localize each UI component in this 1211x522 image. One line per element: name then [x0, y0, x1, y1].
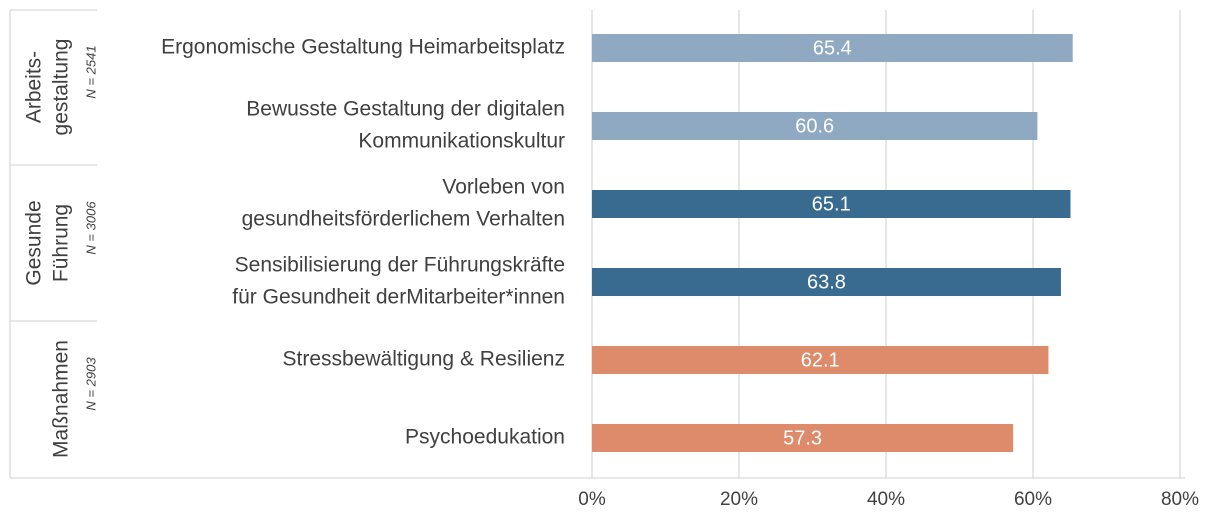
group-label: Gesunde — [23, 200, 46, 285]
x-tick-label: 20% — [720, 489, 758, 510]
x-tick-label: 60% — [1014, 489, 1052, 510]
group-label: Arbeits- — [23, 51, 46, 123]
bar — [592, 424, 1014, 452]
group-n: N = 2903 — [83, 357, 98, 411]
value-label: 60.6 — [795, 115, 834, 137]
category-label: Stressbewältigung & Resilienz — [283, 348, 565, 371]
bar — [592, 190, 1071, 218]
value-label: 65.1 — [812, 193, 851, 215]
category-label: Bewusste Gestaltung der digitalen — [246, 98, 565, 121]
bar — [592, 34, 1073, 62]
category-label: Ergonomische Gestaltung Heimarbeitsplatz — [161, 36, 565, 59]
group-n: N = 3006 — [83, 201, 98, 255]
x-tick-label: 40% — [867, 489, 905, 510]
x-tick-label: 80% — [1161, 489, 1199, 510]
value-label: 65.4 — [813, 37, 852, 59]
group-n: N = 2541 — [83, 45, 98, 98]
bar — [592, 268, 1061, 296]
group-label: Maßnahmen — [50, 340, 73, 458]
x-tick-label: 0% — [578, 489, 606, 510]
category-label: gesundheitsförderlichem Verhalten — [242, 208, 565, 231]
group-label: Führung — [50, 204, 73, 282]
category-label: Psychoedukation — [405, 426, 565, 449]
category-label: Vorleben von — [442, 176, 565, 199]
bar — [592, 112, 1038, 140]
category-label: Kommunikationskultur — [358, 130, 565, 153]
value-label: 63.8 — [807, 271, 846, 293]
group-label: gestaltung — [50, 39, 73, 136]
category-label: Sensibilisierung der Führungskräfte — [235, 254, 565, 277]
value-label: 62.1 — [801, 349, 840, 371]
bar — [592, 346, 1049, 374]
value-label: 57.3 — [783, 427, 822, 449]
category-label: für Gesundheit derMitarbeiter*innen — [232, 286, 565, 309]
